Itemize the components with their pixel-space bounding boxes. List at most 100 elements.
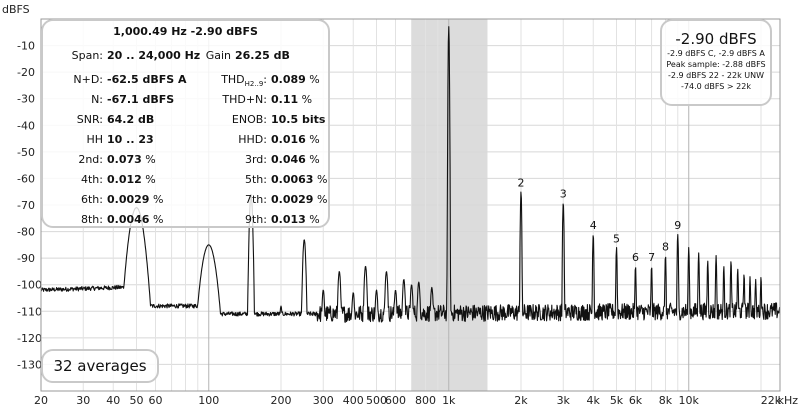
stat-value: 0.016 % [271,133,320,146]
level-line-4: -74.0 dBFS > 22k [681,82,751,91]
harmonic-label-9: 9 [674,219,681,232]
x-tick-label: 60 [149,394,163,407]
level-line-2: Peak sample: -2.88 dBFS [666,60,766,69]
x-tick-label: 600 [385,394,406,407]
y-axis: -10 -20 -30 -40 -50 -60 -70 -80 -90 -100 -110 -120 -… [17,40,42,372]
stat-value: 0.013 % [271,213,320,226]
gain-label: Gain [205,49,231,62]
stat-label: 7th: [245,193,267,206]
averages-panel[interactable]: 32 averages [41,349,159,383]
harmonic-label-8: 8 [662,240,669,253]
stats-row: N+D: -62.5 dBFS A THDH2..9: 0.089 % [43,72,328,88]
x-tick-label: 8k [659,394,673,407]
level-line-3: -2.9 dBFS 22 - 22k UNW [667,71,765,80]
header-row: 1,000.49 Hz -2.90 dBFS [43,24,328,40]
stats-row: 6th: 0.0029 % 7th: 0.0029 % [43,192,328,208]
y-tick-label: -10 [17,40,35,53]
y-tick-label: -110 [17,305,42,318]
measurement-panel: 1,000.49 Hz -2.90 dBFS Span: 20 .. 24,00… [41,19,330,228]
x-tick-label: 200 [270,394,291,407]
span-row: Span: 20 .. 24,000 Hz Gain 26.25 dB [43,48,328,64]
y-tick-label: -40 [17,119,35,132]
y-tick-label: -100 [17,279,42,292]
averages-label: 32 averages [53,357,147,375]
x-tick-label: 40 [106,394,120,407]
x-tick-label: 30 [76,394,90,407]
y-tick-label: -20 [17,66,35,79]
stats-row: 2nd: 0.073 % 3rd: 0.046 % [43,152,328,168]
stat-label: 3rd: [244,153,267,166]
y-tick-label: -60 [17,172,35,185]
stat-value: 0.046 % [271,153,320,166]
stat-value: 10.5 bits [271,113,326,126]
stat-label: 6th: [81,193,103,206]
x-tick-label: 2k [514,394,528,407]
x-axis-unit: kHz [778,394,799,407]
fundamental-readout: 1,000.49 Hz -2.90 dBFS [113,25,258,38]
x-tick-label: 6k [629,394,643,407]
stat-value: 0.073 % [107,153,156,166]
stat-label: THD+N: [222,93,267,106]
x-tick-label: 100 [198,394,219,407]
y-tick-label: -130 [17,358,42,371]
x-tick-label: 20 [34,394,48,407]
harmonic-label-6: 6 [632,251,639,264]
y-tick-label: -90 [17,252,35,265]
x-tick-label: 300 [313,394,334,407]
stat-label: 5th: [245,173,267,186]
stat-value: 0.0029 % [107,193,164,206]
stat-label: 2nd: [78,153,103,166]
stat-label: N: [91,93,103,106]
x-tick-label: 50 [130,394,144,407]
x-tick-label: 500 [366,394,387,407]
level-panel: -2.90 dBFS -2.9 dBFS C, -2.9 dBFS A Peak… [660,19,772,106]
harmonic-labels: 2 3 4 56 789 [517,177,681,264]
harmonic-label-7: 7 [648,251,655,264]
y-tick-label: -70 [17,199,35,212]
stats-row: N: -67.1 dBFS THD+N: 0.11 % [43,92,328,108]
stat-label: N+D: [73,73,103,86]
stat-value: -67.1 dBFS [107,93,175,106]
y-tick-label: -30 [17,93,35,106]
stat-value: 0.0046 % [107,213,164,226]
stat-label: SNR: [76,113,103,126]
x-tick-label: 10k [679,394,700,407]
stat-label: THDH2..9: [221,73,267,89]
x-tick-label: 5k [610,394,624,407]
y-tick-label: -120 [17,332,42,345]
level-main: -2.90 dBFS [675,30,757,48]
stat-value: 0.11 % [271,93,313,106]
x-tick-label: 1k [442,394,456,407]
x-tick-label: 400 [343,394,364,407]
x-tick-label: 3k [557,394,571,407]
stat-value: 64.2 dB [107,113,155,126]
level-line-1: -2.9 dBFS C, -2.9 dBFS A [667,49,765,58]
y-axis-title: dBFS [2,3,30,16]
gain-value: 26.25 dB [235,49,290,62]
spectrum-trace [40,26,781,323]
harmonic-label-5: 5 [613,233,620,246]
span-value: 20 .. 24,000 Hz [107,49,201,62]
stat-value: 0.089 % [271,73,320,86]
harmonic-label-2: 2 [517,177,524,190]
stat-label: 8th: [81,213,103,226]
x-tick-label: 22k [761,394,782,407]
stat-label: 4th: [81,173,103,186]
stat-value: 10 .. 23 [107,133,154,146]
stats-row: SNR: 64.2 dB ENOB: 10.5 bits [43,112,328,128]
stats-row: 8th: 0.0046 % 9th: 0.013 % [43,212,328,228]
stat-value: 0.0063 % [271,173,328,186]
span-label: Span: [71,49,103,62]
stat-value: -62.5 dBFS A [107,73,187,86]
stat-label: 9th: [245,213,267,226]
x-tick-label: 800 [415,394,436,407]
stat-value: 0.012 % [107,173,156,186]
stats-row: 4th: 0.012 % 5th: 0.0063 % [43,172,328,188]
y-tick-label: -50 [17,146,35,159]
stat-label: ENOB: [231,113,267,126]
y-tick-label: -80 [17,226,35,239]
harmonic-label-4: 4 [590,219,597,232]
stat-label: HHD: [238,133,267,146]
